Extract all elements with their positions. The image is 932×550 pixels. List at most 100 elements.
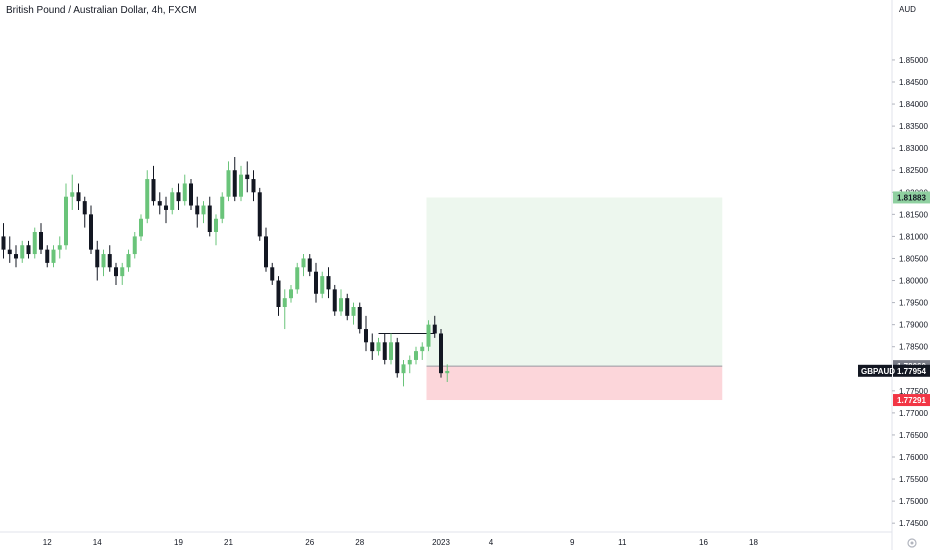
candle-body: [426, 324, 431, 347]
price-tick-label: 1.74500: [899, 519, 928, 528]
candle-body: [289, 289, 293, 299]
candle: [251, 170, 256, 202]
candle-body: [276, 280, 281, 307]
time-tick-label: 16: [699, 538, 708, 547]
candle: [314, 262, 318, 303]
price-badge-value: 1.77291: [897, 396, 926, 405]
candle-body: [7, 249, 12, 255]
candle-body: [207, 205, 212, 232]
time-tick-label: 18: [749, 538, 758, 547]
candle-body: [282, 298, 287, 307]
candle-body: [1, 236, 6, 250]
candle: [414, 346, 418, 365]
candle-body: [214, 218, 218, 232]
candle: [364, 315, 368, 352]
candle-body: [139, 218, 143, 237]
candle: [439, 329, 443, 378]
candle: [164, 196, 168, 224]
candle: [301, 254, 306, 277]
candle-body: [89, 214, 93, 250]
candle: [45, 245, 50, 268]
price-tick-label: 1.81000: [899, 232, 928, 241]
candle: [345, 293, 350, 321]
price-badge-value: 1.81883: [897, 193, 926, 202]
candle-body: [307, 258, 312, 272]
settings-icon[interactable]: [907, 538, 917, 548]
candle-body: [157, 201, 162, 206]
candle: [157, 192, 162, 215]
candle: [132, 232, 137, 259]
candle-body: [114, 267, 118, 277]
candle: [389, 333, 393, 365]
candle-body: [32, 232, 37, 255]
candle: [320, 271, 325, 299]
candle-body: [120, 267, 125, 277]
candle: [207, 196, 212, 237]
candle: [332, 284, 337, 316]
candle-body: [26, 245, 31, 255]
candle: [64, 183, 68, 250]
candle-body: [407, 359, 412, 365]
candle: [170, 187, 175, 215]
candle-body: [251, 179, 256, 193]
candle: [226, 161, 231, 202]
candle: [239, 165, 243, 202]
candle: [57, 236, 62, 259]
candle-body: [70, 192, 75, 197]
candle-body: [351, 307, 356, 316]
candle: [295, 262, 300, 294]
time-tick-label: 26: [305, 538, 314, 547]
price-badge-bg: [893, 364, 930, 377]
candle: [289, 284, 293, 303]
candle: [220, 192, 225, 224]
candle: [70, 174, 75, 210]
candle: [51, 245, 56, 268]
candle-body: [270, 267, 275, 281]
loss-zone[interactable]: [426, 366, 723, 401]
candle: [95, 240, 100, 281]
time-axis[interactable]: 12 14 19 21 26 28 2023 4 9 11 16 18: [0, 531, 892, 547]
chart-title: British Pound / Australian Dollar, 4h, F…: [6, 5, 197, 16]
candle-body: [220, 196, 225, 219]
price-tick-label: 1.80500: [899, 254, 928, 263]
candle: [151, 165, 156, 206]
candle: [245, 161, 250, 193]
price-axis-unit: AUD: [899, 5, 916, 14]
price-tick-label: 1.79500: [899, 299, 928, 308]
time-tick-label: 14: [93, 538, 102, 547]
candle-body: [301, 258, 306, 268]
time-tick-label: 28: [355, 538, 364, 547]
candle: [401, 359, 406, 387]
price-tick-label: 1.81500: [899, 210, 928, 219]
candle-body: [145, 179, 150, 219]
candle: [107, 245, 112, 272]
candle-body: [245, 174, 250, 180]
candle: [395, 337, 400, 378]
candle-body: [226, 170, 231, 197]
candle-body: [376, 342, 381, 352]
candle: [14, 245, 18, 268]
candle-body: [295, 267, 300, 290]
price-tick-label: 1.85000: [899, 56, 928, 65]
candle: [7, 236, 12, 263]
candle: [39, 223, 43, 255]
candle-body: [95, 249, 100, 268]
price-tick-label: 1.79000: [899, 321, 928, 330]
time-tick-label: 9: [570, 538, 575, 547]
candle: [407, 355, 412, 374]
candle: [376, 337, 381, 356]
time-tick-label: 21: [224, 538, 233, 547]
candle: [214, 214, 218, 246]
price-tick-label: 1.80000: [899, 277, 928, 286]
price-badge: 1.77291: [893, 394, 930, 407]
candle-body: [357, 307, 362, 330]
candle: [139, 214, 143, 241]
candle: [282, 289, 287, 330]
position-zones: [378, 197, 723, 401]
candle-body: [382, 342, 387, 360]
candle: [432, 315, 437, 338]
candle-body: [82, 201, 87, 215]
profit-zone[interactable]: [426, 197, 723, 367]
